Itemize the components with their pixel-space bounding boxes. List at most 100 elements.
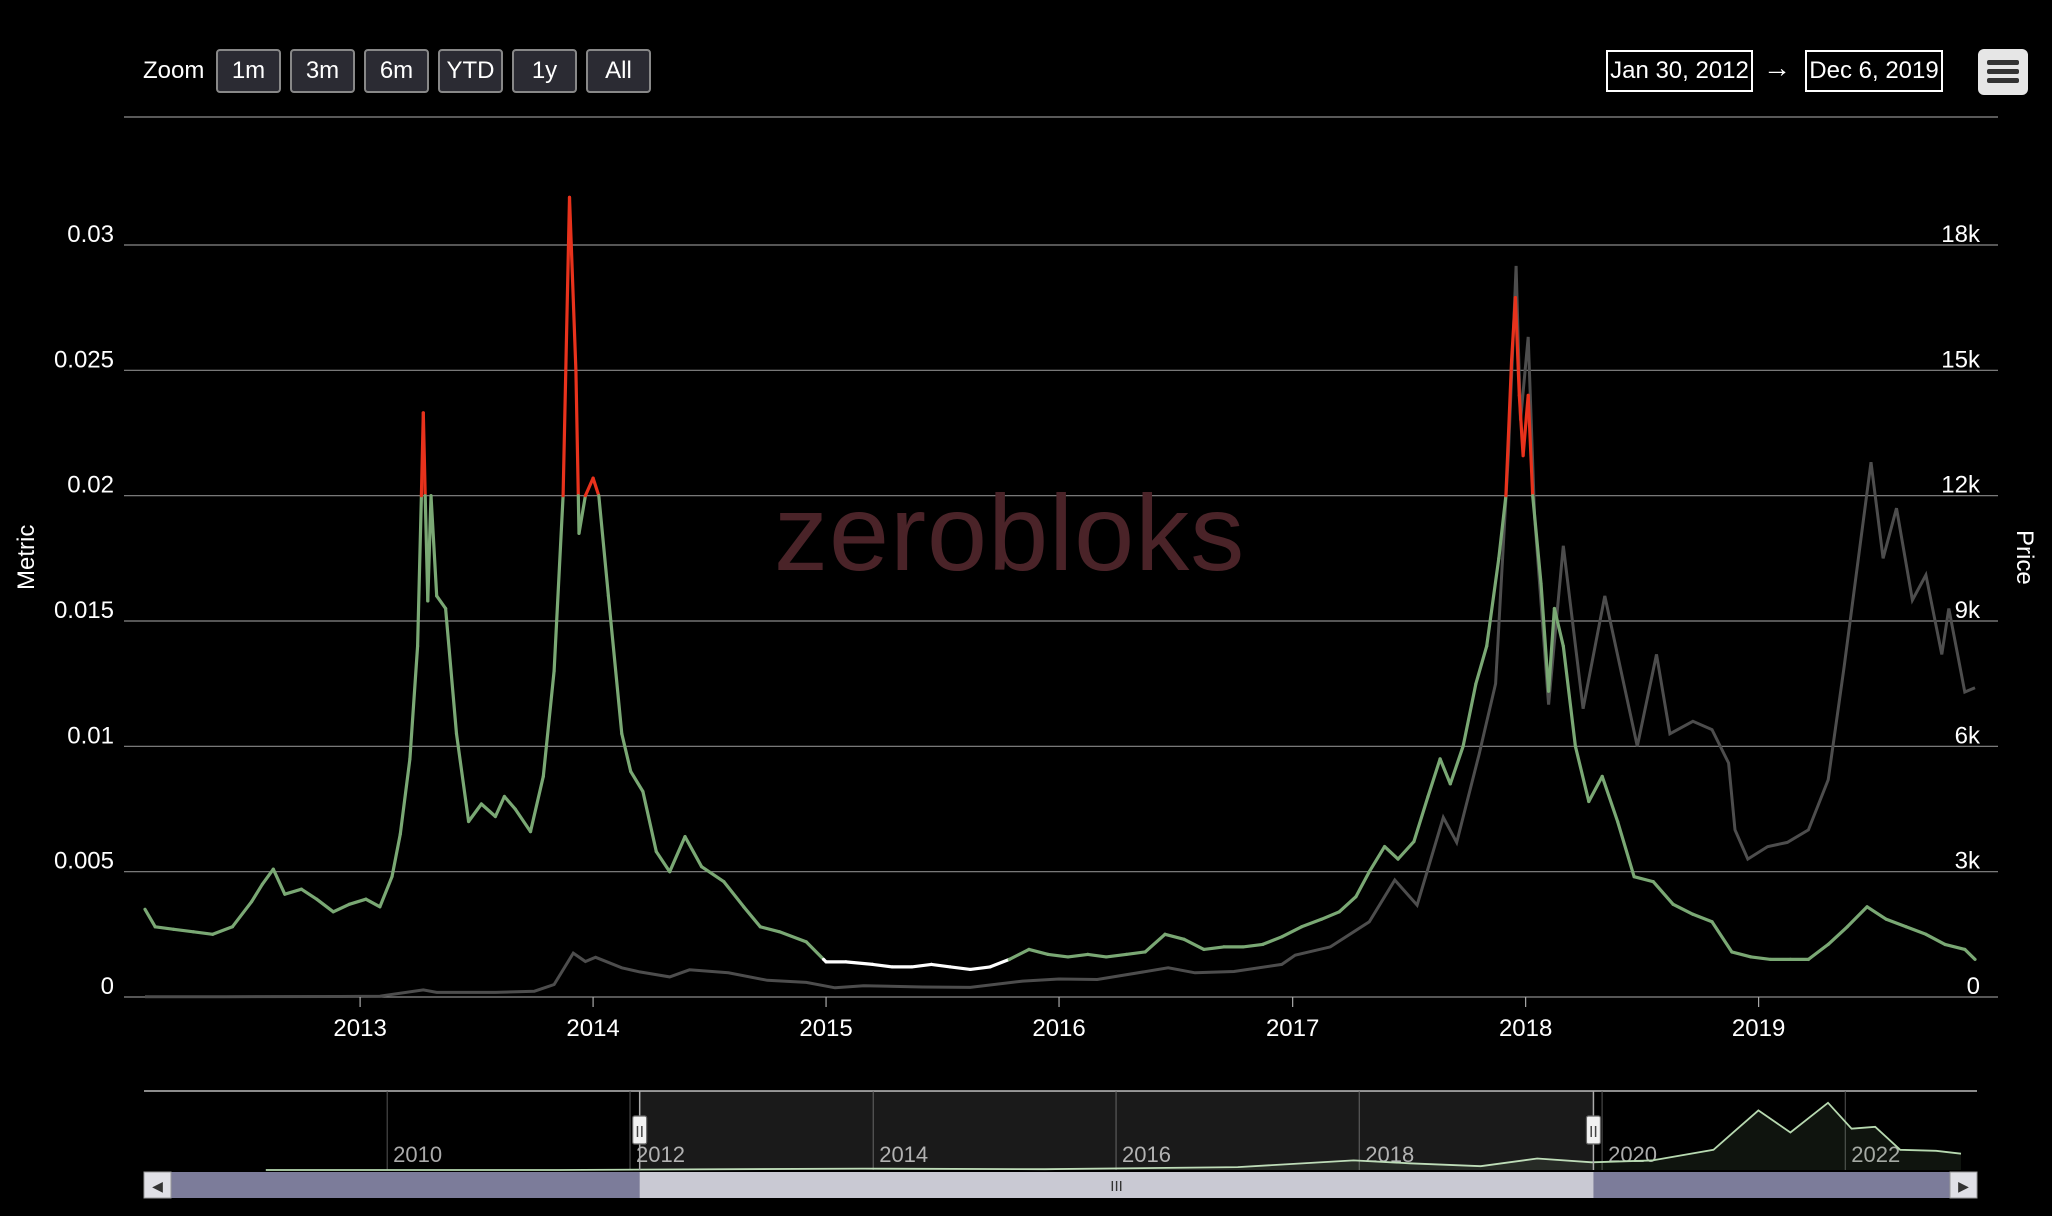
x-tick-label: 2015 (799, 1015, 852, 1042)
navigator[interactable]: 2010201220142016201820202022IIIIIII◀▶ (143, 1090, 1978, 1199)
metric-line-segment (1943, 942, 1967, 952)
left-tick-label: 0.015 (54, 597, 114, 624)
metric-line-segment (1671, 902, 1695, 916)
handle-grip-icon: II (635, 1124, 644, 1141)
metric-line-segment (567, 195, 578, 372)
left-tick-label: 0.02 (67, 472, 114, 499)
metric-line-segment (1552, 606, 1565, 648)
menu-button[interactable] (1978, 49, 2028, 95)
metric-line-segment (444, 606, 459, 736)
metric-line-segment (283, 887, 303, 896)
metric-line-segment (1573, 744, 1591, 804)
metric-line-segment (722, 880, 746, 909)
date-to-input[interactable]: Dec 6, 2019 (1805, 50, 1943, 92)
metric-line-segment (398, 757, 412, 836)
metric-line-segment (1865, 905, 1888, 921)
left-tick-label: 0.03 (67, 221, 114, 248)
metric-line-segment (1924, 932, 1947, 947)
metric-line-segment (620, 732, 633, 774)
zoom-all-button[interactable]: All (586, 49, 651, 93)
navigator-tick-label: 2014 (879, 1142, 928, 1167)
metric-line-segment (1826, 925, 1849, 947)
metric-line-segment (1615, 819, 1636, 879)
left-axis-title: Metric (13, 524, 40, 590)
metric-line-segment (1474, 644, 1489, 686)
metric-line-segment (1806, 942, 1830, 962)
metric-line-segment (968, 965, 992, 972)
metric-line-segment (1337, 895, 1358, 914)
metric-line-segment (331, 902, 351, 914)
zoom-3m-button[interactable]: 3m (290, 49, 355, 93)
scroll-left-button[interactable] (143, 1171, 172, 1199)
metric-line-segment (347, 897, 368, 906)
metric-line-segment (1202, 945, 1226, 952)
metric-line-segment (1600, 774, 1620, 824)
navigator-right-handle[interactable] (1585, 1115, 1602, 1145)
scrollbar-thumb[interactable] (639, 1172, 1594, 1198)
right-tick-label: 6k (1955, 722, 1981, 749)
x-tick-label: 2017 (1266, 1015, 1319, 1042)
scroll-right-button[interactable] (1949, 1171, 1978, 1199)
metric-line-segment (513, 807, 533, 834)
metric-line-segment (143, 907, 157, 929)
metric-line-segment (597, 494, 611, 598)
metric-line-segment (561, 195, 572, 498)
metric-line-segment (541, 669, 556, 779)
metric-line-segment (699, 865, 726, 884)
left-tick-label: 0.025 (54, 346, 114, 373)
metric-line-segment (1749, 955, 1773, 962)
zoom-ytd-button[interactable]: YTD (438, 49, 503, 93)
metric-line-segment (260, 867, 275, 886)
right-tick-label: 18k (1941, 221, 1981, 248)
metric-line-segment (1497, 494, 1508, 560)
metric-line-segment (683, 834, 704, 869)
metric-line-segment (364, 897, 382, 909)
right-tick-label: 3k (1955, 848, 1981, 875)
metric-line-segment (1412, 794, 1430, 844)
right-tick-label: 0 (1967, 973, 1980, 1000)
zoom-1m-button[interactable]: 1m (216, 49, 281, 93)
watermark: zerobloks (774, 472, 1246, 593)
metric-line-segment (1513, 296, 1521, 397)
navigator-line (265, 1101, 1962, 1171)
zoom-6m-button[interactable]: 6m (364, 49, 429, 93)
metric-line-segment (408, 644, 420, 761)
left-tick-label: 0.01 (67, 722, 114, 749)
x-tick-label: 2014 (566, 1015, 619, 1042)
zoom-1y-button[interactable]: 1y (512, 49, 577, 93)
metric-line-segment (1382, 844, 1400, 861)
grid-lines (124, 116, 1998, 998)
metric-line-segment (1963, 947, 1977, 962)
metric-line-segment (211, 925, 234, 936)
metric-line-segment (1086, 952, 1108, 959)
metric-line-segment (230, 900, 254, 929)
metric-line-segment (1066, 952, 1090, 959)
metric-line-segment (502, 794, 517, 811)
metric-line-segment (1651, 880, 1675, 906)
metric-line-segment (1299, 917, 1324, 929)
metric-line-segment (153, 925, 176, 931)
metric-line-segment (299, 887, 319, 901)
metric-line-segment (429, 494, 439, 598)
handle-grip-icon: II (1589, 1124, 1598, 1141)
left-tick-label: 0 (101, 973, 114, 1000)
date-from-input[interactable]: Jan 30, 2012 (1606, 50, 1753, 92)
scrollbar-grip-icon: III (1110, 1178, 1123, 1195)
navigator-left-handle[interactable] (632, 1115, 648, 1145)
price-line (145, 265, 1976, 999)
hamburger-icon-bar (1987, 78, 2019, 83)
metric-line-segment (606, 594, 624, 736)
metric-line-segment (1007, 947, 1031, 962)
metric-line-segment (1241, 942, 1265, 949)
metric-line-segment (641, 789, 658, 854)
metric-line-segment (929, 962, 953, 969)
metric-line-segment (1632, 875, 1655, 884)
metric-line-segment (1104, 952, 1128, 959)
navigator-tick-label: 2016 (1122, 1142, 1171, 1167)
x-axis-ticks: 2013 2014 2015 2016 2017 2018 2019 (333, 997, 1785, 1042)
navigator-selected-range[interactable] (639, 1091, 1594, 1170)
right-tick-label: 15k (1941, 346, 1981, 373)
metric-line-segment (1143, 932, 1167, 954)
metric-line-segment (454, 732, 471, 824)
